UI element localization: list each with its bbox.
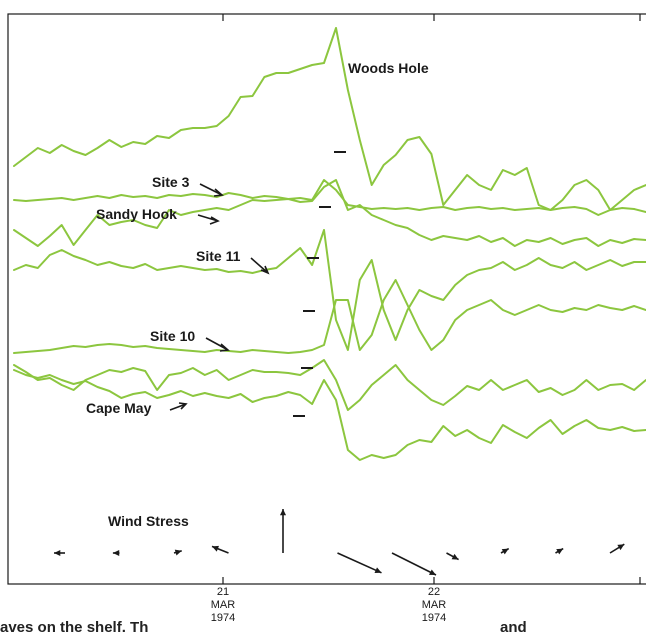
trace-sandy-hook: [13, 179, 646, 247]
wind-vector-3: [173, 549, 182, 556]
wind-vector-1: [54, 549, 65, 557]
site-10-pointer: [205, 337, 230, 352]
caption-fragment: aves on the shelf. Th: [0, 619, 148, 636]
tick-label-month-1: MAR: [211, 599, 236, 611]
trace-cape-may: [13, 359, 646, 411]
wind-vector-11: [609, 543, 625, 554]
trace-site-3: [13, 179, 646, 216]
caption-fragment-2: and: [500, 619, 527, 636]
tick-label-year-1: 1974: [211, 612, 235, 624]
series-label-site-3: Site 3: [152, 174, 190, 190]
trace-bottom: [13, 369, 646, 461]
site-3-pointer: [199, 183, 224, 197]
plot-frame: [7, 13, 646, 585]
wind-vector-8: [446, 552, 459, 561]
series-label-woods-hole: Woods Hole: [348, 60, 429, 76]
x-axis-ticks: [222, 14, 641, 584]
sandy-hook-pointer: [197, 214, 220, 225]
series-label-site-10: Site 10: [150, 328, 195, 344]
wind-stress-vectors: [54, 509, 625, 576]
series-label-sandy-hook: Sandy Hook: [96, 206, 177, 222]
wind-vector-5: [279, 509, 287, 553]
storm-time-markers: [293, 151, 346, 417]
tick-label-day-2: 22: [428, 586, 440, 598]
cape-may-pointer: [169, 402, 188, 411]
tick-label-year-2: 1974: [422, 612, 446, 624]
site-11-pointer: [250, 257, 270, 275]
tick-label-month-2: MAR: [422, 599, 447, 611]
trace-site-11: [13, 229, 646, 351]
wind-vector-6: [337, 552, 382, 574]
wind-vector-4: [211, 545, 229, 554]
sea-level-traces: [13, 27, 646, 461]
tick-label-day-1: 21: [217, 586, 229, 598]
wind-vector-7: [391, 552, 437, 576]
wind-vector-2: [112, 549, 120, 557]
trace-woods-hole: [13, 27, 646, 211]
wind-vector-9: [500, 547, 510, 555]
wind-vector-10: [555, 547, 564, 555]
trace-site-10: [13, 279, 646, 354]
series-label-cape-may: Cape May: [86, 400, 152, 416]
series-label-site-11: Site 11: [196, 248, 241, 264]
wind-stress-label: Wind Stress: [108, 513, 189, 529]
